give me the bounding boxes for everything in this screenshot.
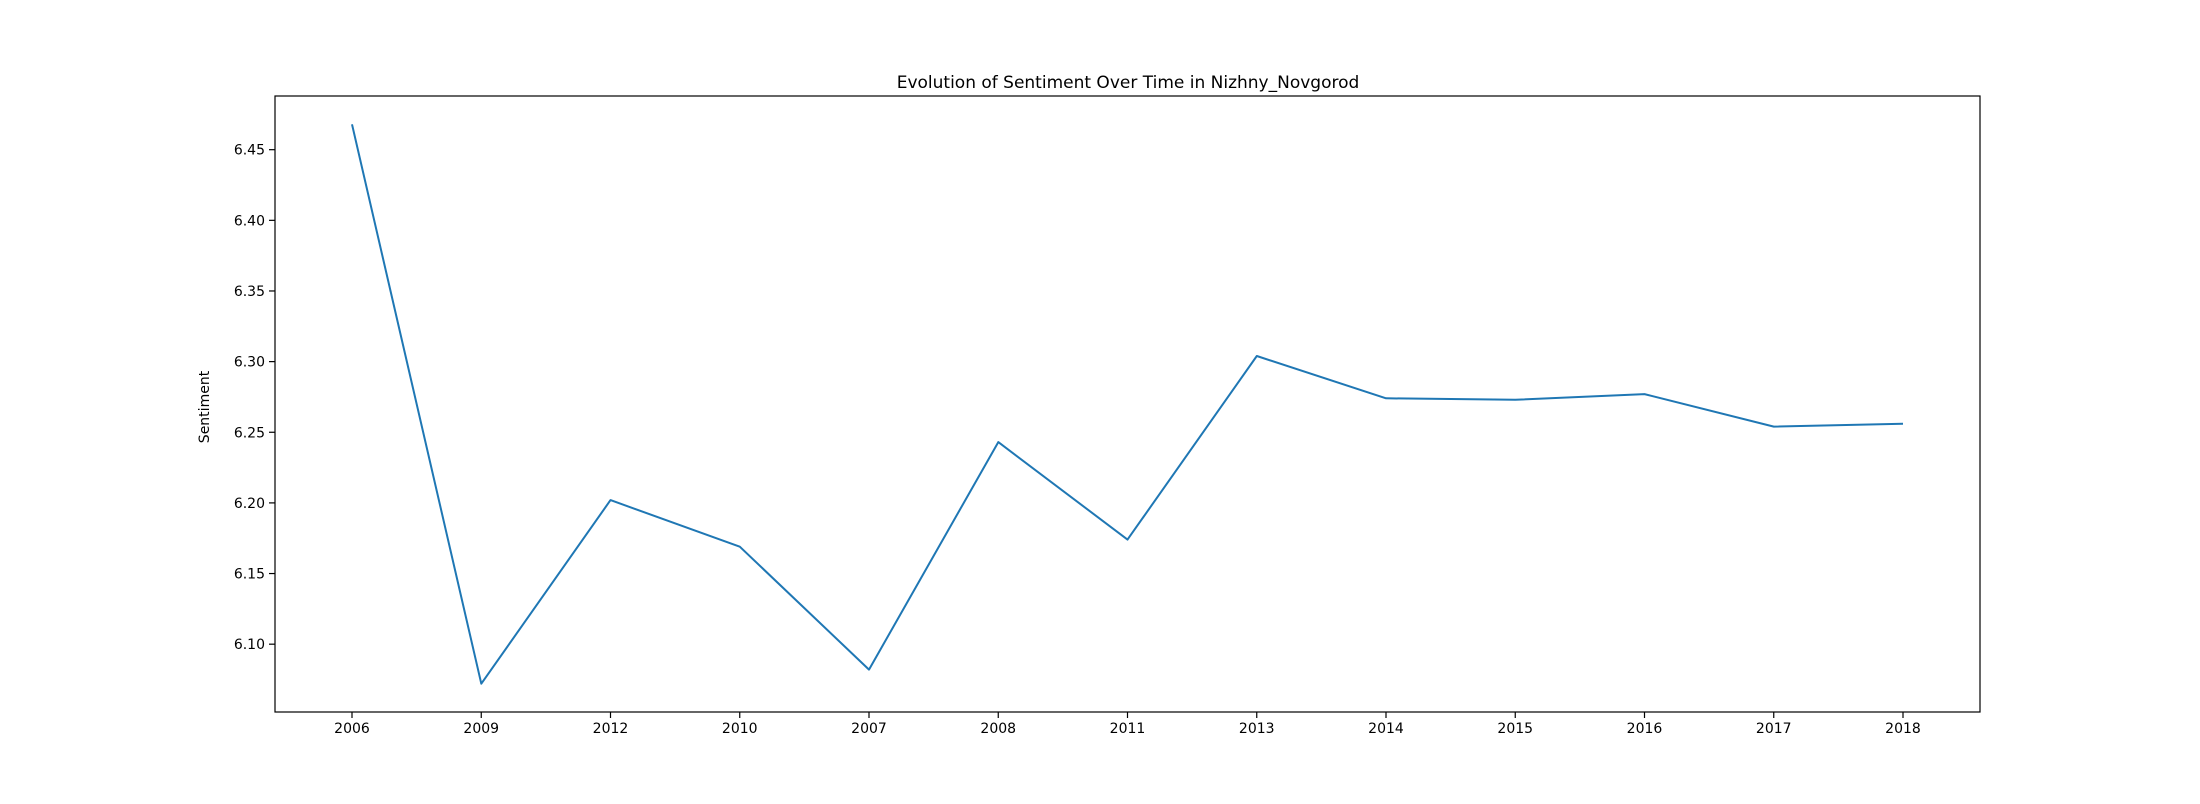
- y-tick-label: 6.30: [234, 355, 265, 371]
- x-tick-label: 2015: [1497, 721, 1533, 737]
- y-axis-label: Sentiment: [197, 370, 213, 443]
- x-tick-label: 2018: [1885, 721, 1921, 737]
- x-tick-label: 2016: [1627, 721, 1663, 737]
- y-tick-label: 6.45: [234, 143, 265, 159]
- x-tick-label: 2012: [593, 721, 629, 737]
- x-tick-label: 2017: [1756, 721, 1792, 737]
- series-line: [351, 124, 1904, 685]
- chart-title: Evolution of Sentiment Over Time in Nizh…: [897, 73, 1360, 93]
- y-tick-label: 6.40: [234, 213, 265, 229]
- x-tick-label: 2007: [851, 721, 887, 737]
- y-tick-label: 6.15: [234, 567, 265, 583]
- y-tick-label: 6.25: [234, 425, 265, 441]
- y-tick-label: 6.35: [234, 284, 265, 300]
- x-tick-label: 2009: [463, 721, 499, 737]
- x-tick-label: 2010: [722, 721, 758, 737]
- x-tick-label: 2006: [334, 721, 370, 737]
- y-tick-label: 6.10: [234, 637, 265, 653]
- plot-area: 2006 2009 2012 2010 2007 2008 2011 2013 2014 2015…: [234, 95, 1981, 737]
- x-tick-label: 2008: [980, 721, 1016, 737]
- x-tick-label: 2013: [1239, 721, 1275, 737]
- x-tick-label: 2011: [1110, 721, 1146, 737]
- y-tick-label: 6.20: [234, 496, 265, 512]
- x-tick-label: 2014: [1368, 721, 1404, 737]
